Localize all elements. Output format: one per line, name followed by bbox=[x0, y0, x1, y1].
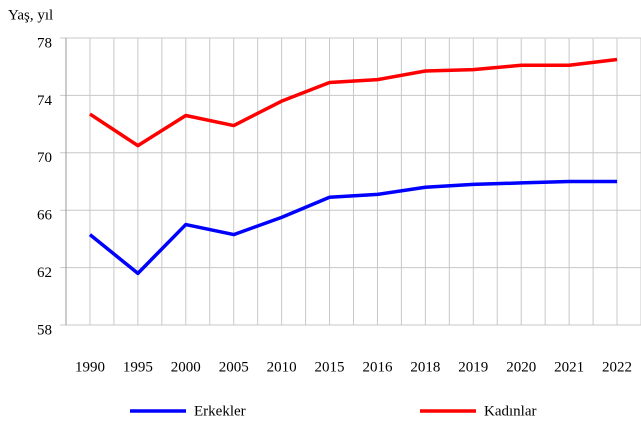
y-tick-label: 58 bbox=[37, 322, 52, 338]
y-tick-label: 62 bbox=[37, 265, 52, 281]
x-tick-label: 2018 bbox=[410, 359, 440, 375]
x-tick-label: 2022 bbox=[602, 359, 632, 375]
y-tick-label: 70 bbox=[37, 150, 52, 166]
x-tick-label: 2000 bbox=[171, 359, 201, 375]
x-tick-label: 2020 bbox=[506, 359, 536, 375]
x-tick-label: 2016 bbox=[362, 359, 393, 375]
y-tick-label: 66 bbox=[37, 208, 53, 224]
x-tick-label: 2019 bbox=[458, 359, 488, 375]
x-tick-label: 1995 bbox=[123, 359, 153, 375]
legend-label: Erkekler bbox=[194, 403, 246, 419]
series-line bbox=[88, 179, 618, 276]
x-tick-label: 2010 bbox=[267, 359, 297, 375]
x-tick-label: 2015 bbox=[315, 359, 345, 375]
x-tick-label: 2005 bbox=[219, 359, 249, 375]
y-tick-label: 74 bbox=[37, 93, 53, 109]
series-line bbox=[88, 57, 618, 148]
legend-label: Kadınlar bbox=[484, 403, 536, 419]
x-tick-label: 1990 bbox=[75, 359, 105, 375]
x-tick-label: 2021 bbox=[554, 359, 584, 375]
y-axis-label: Yaş, yıl bbox=[8, 7, 53, 23]
y-tick-label: 78 bbox=[37, 35, 52, 51]
